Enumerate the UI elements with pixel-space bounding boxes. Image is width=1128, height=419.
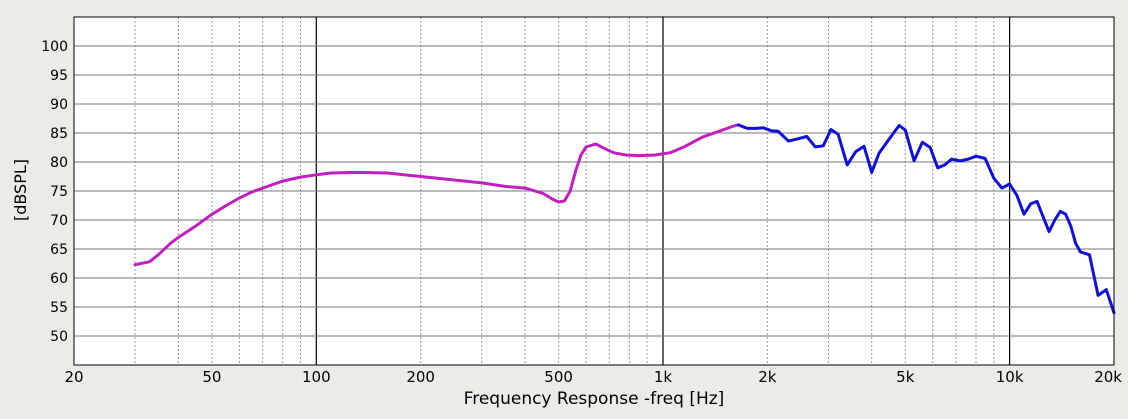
y-tick-label: 95: [50, 68, 68, 84]
x-tick-label: 200: [406, 368, 435, 386]
y-tick-label: 55: [50, 300, 68, 316]
y-axis-label: [dBSPL]: [11, 159, 30, 221]
x-axis-label: Frequency Response -freq [Hz]: [464, 389, 725, 409]
x-tick-label: 20k: [1094, 368, 1122, 386]
y-tick-label: 60: [50, 271, 68, 287]
y-axis-tick-labels: 50 55 60 65 70 75 80 85 90 95 100: [41, 39, 68, 345]
y-tick-label: 80: [50, 155, 68, 171]
x-tick-label: 10k: [996, 368, 1024, 386]
y-tick-label: 85: [50, 126, 68, 142]
data-series: [133, 123, 1116, 315]
x-tick-label: 20: [64, 368, 83, 386]
series-line: [736, 123, 1116, 315]
y-tick-label: 50: [50, 329, 68, 345]
plot-frame: [73, 16, 1115, 366]
series-line: [133, 123, 740, 267]
major-gridlines: [74, 17, 1114, 365]
x-axis-tick-labels: 20 50 100 200 500 1k 2k 5k 10k 20k: [64, 368, 1122, 386]
x-tick-label: 2k: [758, 368, 777, 386]
x-tick-label: 5k: [896, 368, 915, 386]
y-tick-label: 75: [50, 184, 68, 200]
y-tick-label: 100: [41, 39, 68, 55]
y-tick-label: 70: [50, 213, 68, 229]
x-tick-label: 50: [202, 368, 221, 386]
x-tick-label: 500: [544, 368, 573, 386]
y-tick-label: 65: [50, 242, 68, 258]
x-tick-label: 100: [302, 368, 331, 386]
y-tick-label: 90: [50, 97, 68, 113]
x-tick-label: 1k: [654, 368, 673, 386]
